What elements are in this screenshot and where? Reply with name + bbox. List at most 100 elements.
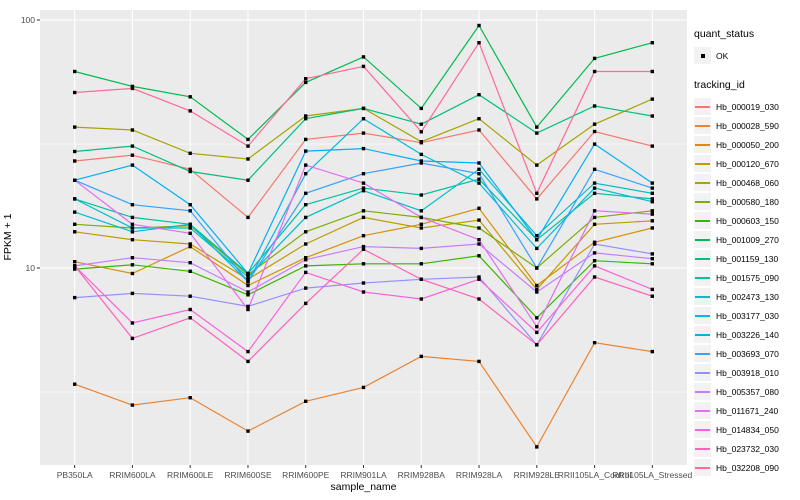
legend-item-Hb_011671_240: Hb_011671_240 [694, 401, 798, 420]
legend-key-box [694, 402, 711, 419]
legend-item-Hb_003918_010: Hb_003918_010 [694, 363, 798, 382]
data-point [650, 197, 654, 201]
data-point [304, 137, 308, 142]
data-point [650, 209, 654, 213]
legend-item-label: Hb_005357_080 [716, 386, 779, 397]
data-point [304, 114, 308, 118]
legend-item-Hb_000468_060: Hb_000468_060 [694, 173, 798, 192]
data-point [304, 230, 308, 234]
point-marker-icon [700, 53, 705, 58]
data-point [535, 283, 539, 288]
legend-item-label: Hb_001575_090 [716, 272, 779, 283]
data-point [130, 153, 135, 157]
data-point [592, 264, 597, 268]
legend-key-box [694, 269, 711, 286]
data-point [304, 258, 308, 262]
data-point [73, 69, 77, 74]
data-point [535, 316, 539, 320]
data-point [361, 215, 366, 220]
data-point [130, 163, 135, 167]
data-point [361, 186, 366, 190]
legend-color-line-icon [695, 162, 710, 165]
legend-item-Hb_001575_090: Hb_001575_090 [694, 268, 798, 287]
data-point [592, 167, 597, 171]
data-point [73, 382, 77, 386]
data-point [130, 238, 135, 242]
x-axis-title: sample_name [330, 481, 397, 493]
x-tick-label: RRIM928LE [514, 470, 561, 480]
data-point [535, 445, 539, 449]
legend-item-Hb_002473_130: Hb_002473_130 [694, 287, 798, 306]
legend-item-label: Hb_003226_140 [716, 329, 779, 340]
data-point [73, 125, 77, 129]
data-point [477, 161, 481, 165]
data-point [419, 152, 423, 157]
legend-color-line-icon [695, 200, 710, 203]
data-point [246, 280, 250, 284]
legend-item-Hb_000120_670: Hb_000120_670 [694, 154, 798, 173]
data-point [535, 163, 539, 167]
data-point [73, 267, 77, 271]
data-point [188, 167, 192, 171]
y-tick-label: 100 [21, 15, 35, 25]
x-tick-label: RRIM600LE [167, 470, 214, 480]
data-point [650, 257, 654, 261]
legend-item-label: Hb_000580_180 [716, 196, 779, 207]
legend-item-label: Hb_001159_130 [716, 253, 779, 264]
legend-item-label: OK [716, 50, 729, 61]
data-point [650, 212, 654, 216]
legend-color-line-icon [695, 447, 710, 450]
data-point [246, 304, 250, 309]
data-point [592, 191, 597, 195]
data-point [361, 181, 366, 185]
data-point [419, 277, 423, 281]
data-point [650, 144, 654, 148]
data-point [361, 117, 366, 121]
data-point [130, 84, 135, 89]
data-point [419, 209, 423, 213]
data-point [304, 242, 308, 246]
data-point [246, 290, 250, 294]
data-point [246, 307, 250, 312]
data-point [592, 242, 597, 246]
legend-key-box [694, 459, 711, 476]
data-point [592, 215, 597, 220]
data-point [304, 172, 308, 176]
legend-item-Hb_001159_130: Hb_001159_130 [694, 249, 798, 268]
data-point [477, 206, 481, 210]
data-point [361, 247, 366, 251]
data-point [592, 251, 597, 255]
data-point [477, 172, 481, 176]
legend-item-label: Hb_000028_590 [716, 120, 779, 131]
legend-item-Hb_000580_180: Hb_000580_180 [694, 192, 798, 211]
data-point [477, 181, 481, 185]
data-point [130, 321, 135, 325]
data-point [130, 291, 135, 296]
data-point [592, 181, 597, 185]
data-point [650, 186, 654, 190]
legend-item-Hb_000603_150: Hb_000603_150 [694, 211, 798, 230]
legend-item-label: Hb_023732_030 [716, 443, 779, 454]
data-point [419, 246, 423, 251]
data-point [130, 203, 135, 207]
legend-key-box [694, 117, 711, 134]
data-point [188, 261, 192, 265]
legend-color-line-icon [695, 124, 710, 127]
legend-item-Hb_003177_030: Hb_003177_030 [694, 306, 798, 325]
legend-key-box [694, 326, 711, 343]
data-point [304, 215, 308, 220]
data-point [130, 263, 135, 267]
legend-key-box [694, 364, 711, 381]
data-point [73, 264, 77, 268]
x-tick-label: RRIM928LA [456, 470, 503, 480]
data-point [188, 209, 192, 213]
data-point [304, 270, 308, 275]
data-point [477, 128, 481, 132]
data-point [361, 385, 366, 390]
data-point [535, 330, 539, 335]
legend-item-Hb_003226_140: Hb_003226_140 [694, 325, 798, 344]
legend-item-Hb_001009_270: Hb_001009_270 [694, 230, 798, 249]
data-point [304, 264, 308, 268]
data-point [361, 55, 366, 59]
tracking-id-legend-title: tracking_id [694, 79, 745, 91]
